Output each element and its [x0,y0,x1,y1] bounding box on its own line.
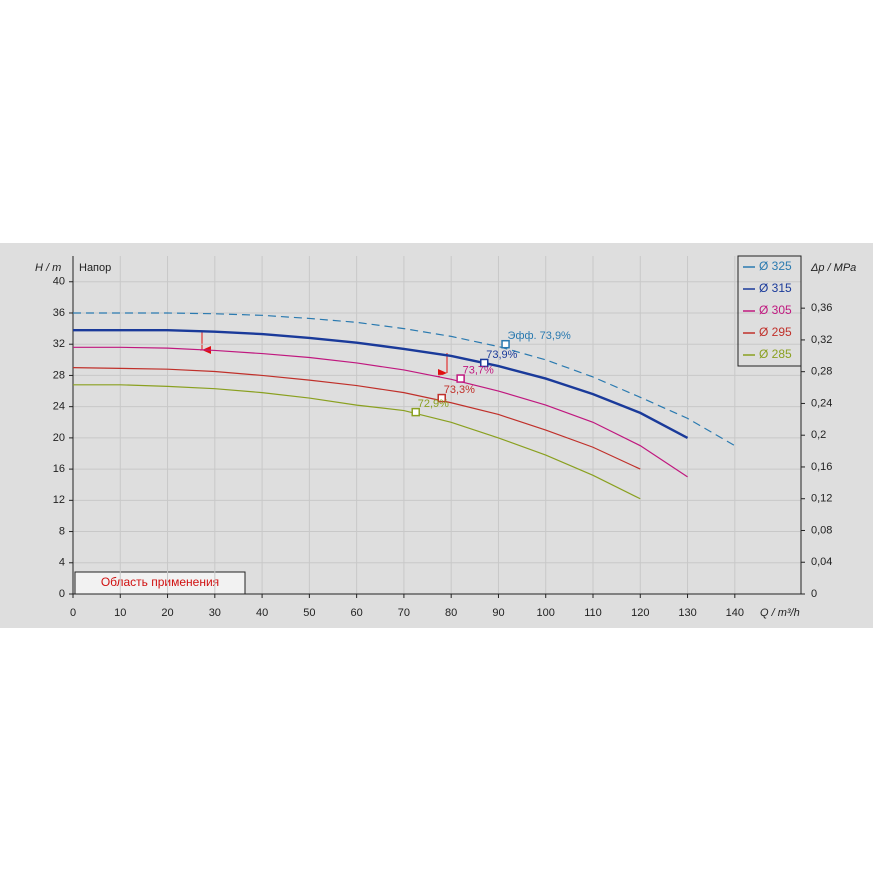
y2-tick-label: 0 [811,588,817,600]
y2-tick-label: 0,12 [811,493,832,505]
y-tick-label: 40 [53,276,65,288]
efficiency-marker [437,393,446,403]
y-axis-label: H / m [35,262,61,274]
efficiency-label: 73,7% [463,364,494,376]
y-tick-label: 0 [59,588,65,600]
y2-tick-label: 0,28 [811,366,832,378]
axis-frame [72,256,802,595]
curve [73,312,736,447]
x-tick-label: 100 [537,607,555,619]
x-tick-label: 80 [445,607,457,619]
efficiency-marker [411,407,420,417]
x-tick-label: 50 [303,607,315,619]
y-tick-label: 4 [59,557,65,569]
efficiency-marker [480,358,489,368]
y2-tick-label: 0,08 [811,524,832,536]
legend-box [737,255,802,367]
curve [72,367,641,470]
x-tick-label: 140 [726,607,744,619]
x-tick-label: 40 [256,607,268,619]
y2-tick-label: 0,2 [811,429,826,441]
y2-axis-label: Δp / MPa [810,262,856,274]
efficiency-label: 73,9% [486,349,517,361]
curve [73,384,641,500]
chart-background [0,243,873,628]
curve [73,346,688,478]
chart-title: Напор [79,262,111,274]
y2-tick-label: 0,32 [811,334,832,346]
y-tick-label: 32 [53,338,65,350]
legend-label: Ø 315 [759,281,792,295]
efficiency-label: 73,3% [444,384,475,396]
x-tick-label: 0 [70,607,76,619]
y-tick-label: 24 [53,401,65,413]
y2-tick-label: 0,16 [811,461,832,473]
y-tick-label: 20 [53,432,65,444]
y2-tick-label: 0,36 [811,302,832,314]
efficiency-marker [456,374,465,383]
x-tick-label: 110 [584,607,602,619]
legend-label: Ø 305 [759,303,792,317]
y-tick-label: 16 [53,463,65,475]
y-tick-label: 12 [53,494,65,506]
x-tick-label: 70 [398,607,410,619]
y2-tick-label: 0,24 [811,397,832,409]
legend-label: Ø 285 [759,347,792,361]
curve [73,328,689,439]
legend-label: Ø 295 [759,325,792,339]
range-label: Область применения [101,575,219,589]
y-tick-label: 8 [59,525,65,537]
x-tick-label: 60 [351,607,363,619]
x-tick-label: 90 [492,607,504,619]
x-tick-label: 10 [114,607,126,619]
efficiency-label: 72,9% [418,398,449,410]
x-tick-label: 30 [209,607,221,619]
y-tick-label: 36 [53,307,65,319]
efficiency-marker [501,339,510,349]
x-tick-label: 130 [678,607,696,619]
x-tick-label: 20 [161,607,173,619]
x-axis-label: Q / m³/h [760,607,800,619]
efficiency-label: Эфф. 73,9% [508,330,572,342]
y-tick-label: 28 [53,369,65,381]
x-tick-label: 120 [631,607,649,619]
legend-label: Ø 325 [759,259,792,273]
y2-tick-label: 0,04 [811,556,832,568]
